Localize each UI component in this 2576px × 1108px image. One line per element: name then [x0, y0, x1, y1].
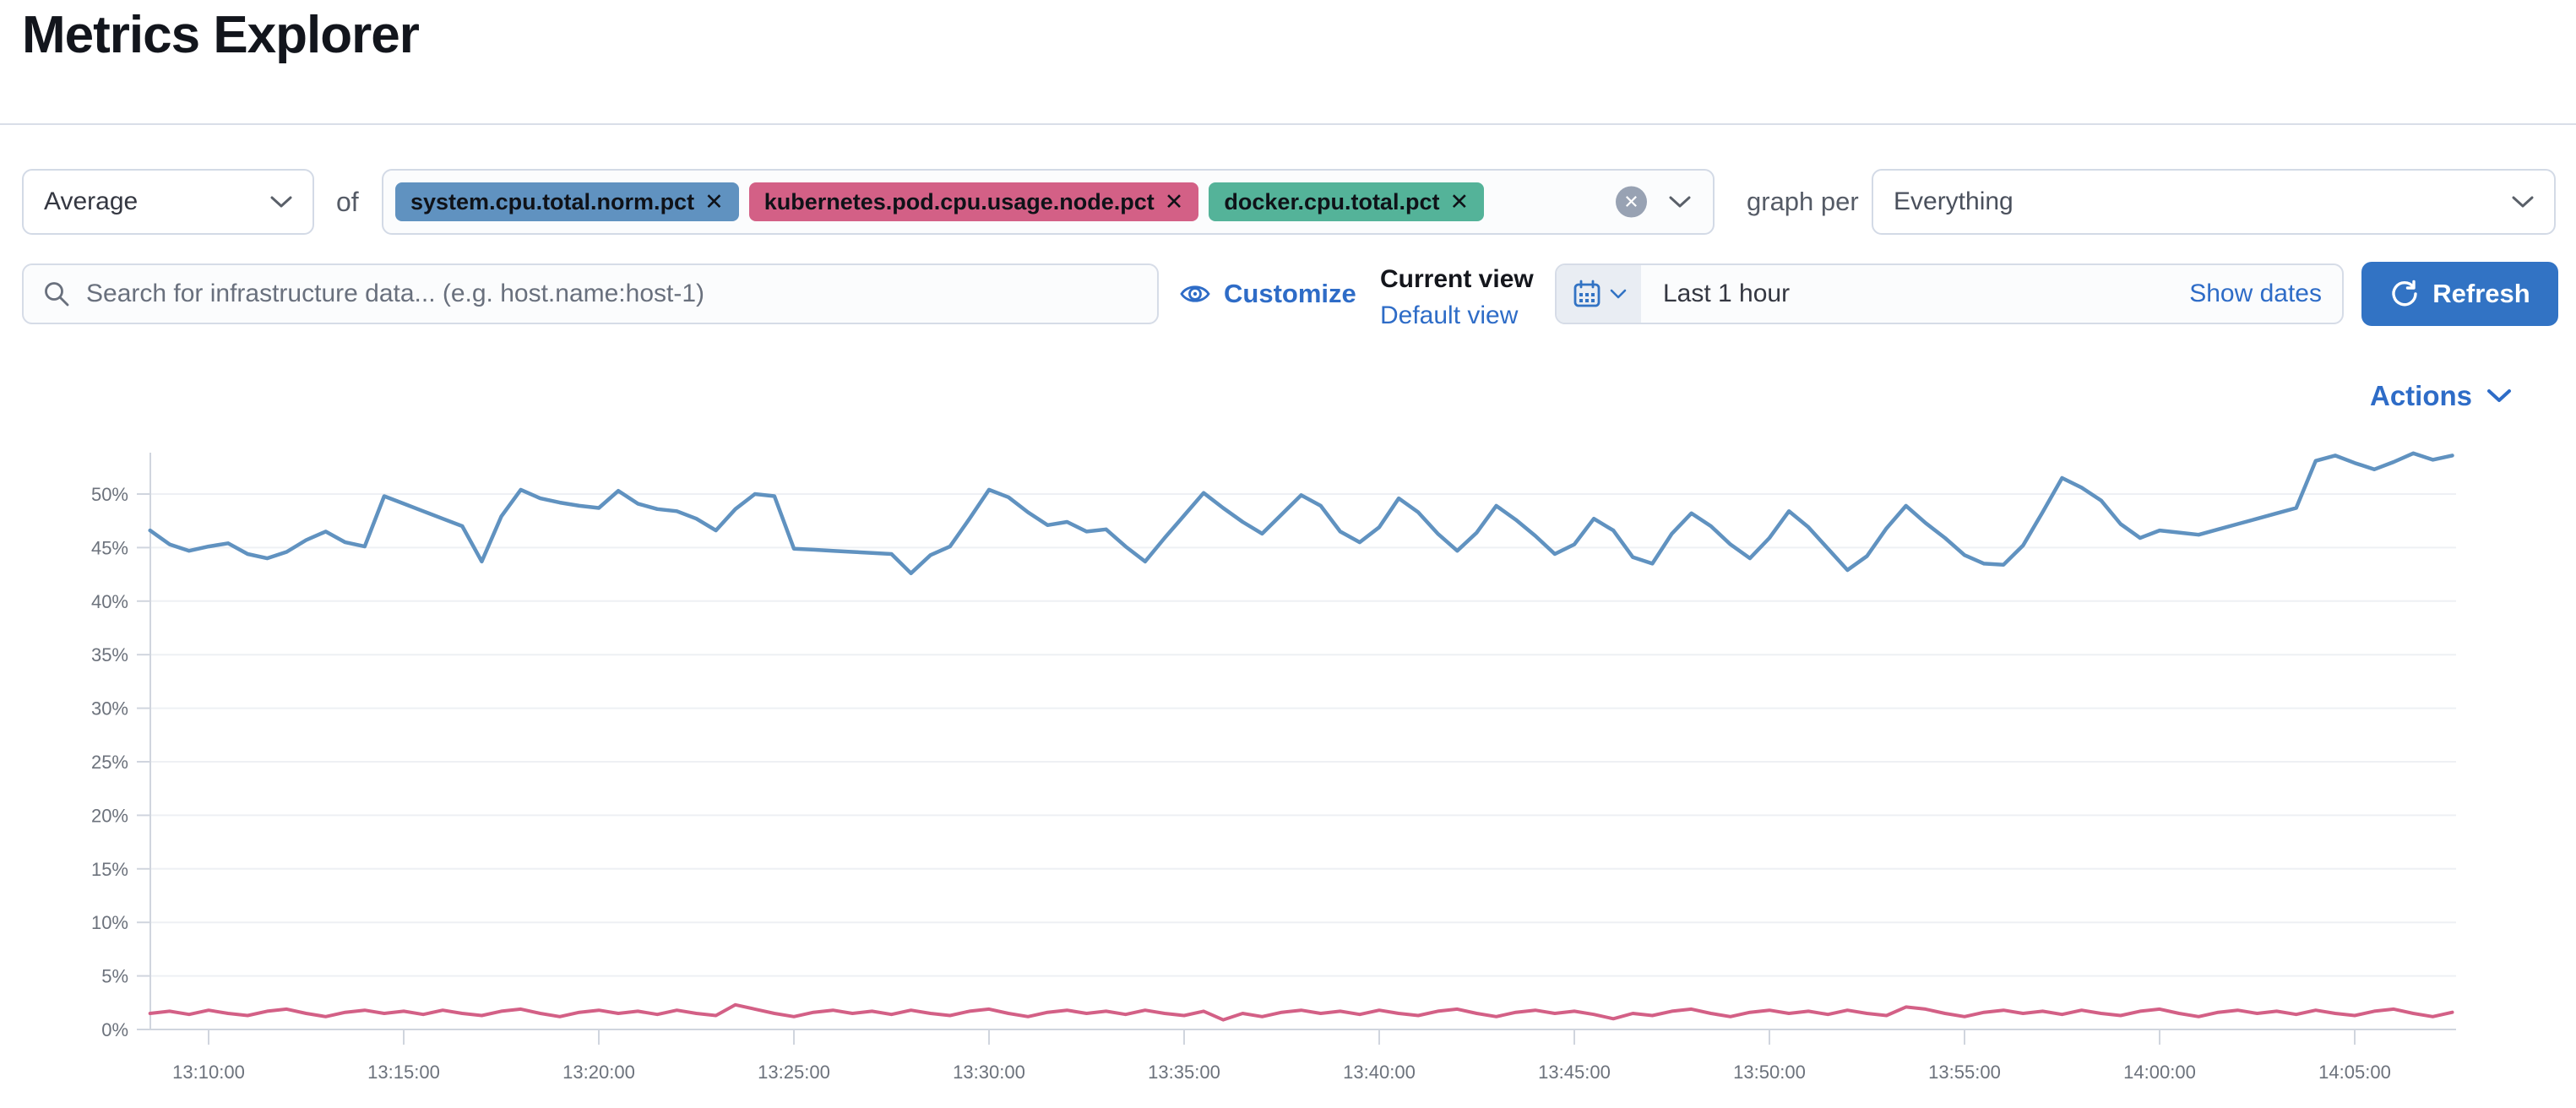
series-line-kubernetes.pod.cpu.usage.node.pct [148, 1002, 2454, 1022]
group-by-value: Everything [1894, 187, 2014, 215]
y-axis-label: 40% [91, 591, 128, 612]
y-axis-label: 25% [91, 752, 128, 773]
aggregation-value: Average [44, 187, 139, 215]
header-divider [0, 123, 2576, 125]
y-axis-label: 50% [91, 484, 128, 505]
x-axis-label: 13:45:00 [1538, 1062, 1611, 1083]
remove-metric-icon[interactable]: ✕ [1164, 188, 1184, 215]
x-axis-label: 13:50:00 [1733, 1062, 1806, 1083]
metric-pill[interactable]: docker.cpu.total.pct ✕ [1209, 182, 1485, 221]
search-input[interactable] [84, 279, 1139, 309]
current-view-label: Current view [1380, 265, 1534, 293]
time-picker-calendar-button[interactable] [1557, 265, 1641, 323]
y-axis-label: 20% [91, 805, 128, 826]
chevron-down-icon[interactable] [1669, 195, 1691, 209]
x-axis-label: 14:00:00 [2123, 1062, 2196, 1083]
metric-pill[interactable]: system.cpu.total.norm.pct ✕ [395, 182, 739, 221]
search-icon [45, 282, 69, 307]
clear-metrics-button[interactable]: ✕ [1616, 186, 1647, 218]
calendar-icon [1573, 280, 1600, 307]
remove-metric-icon[interactable]: ✕ [1449, 188, 1470, 215]
y-axis-label: 45% [91, 537, 128, 558]
metric-pill-list: system.cpu.total.norm.pct ✕ kubernetes.pod… [395, 182, 1485, 221]
y-axis-label: 35% [91, 644, 128, 665]
graph-per-label: graph per [1747, 187, 1859, 216]
customize-button[interactable]: Customize [1179, 263, 1356, 324]
view-picker: Current view Default view [1380, 265, 1534, 330]
metrics-chart[interactable]: 0% 5% 10% 15% 20% 25% 30% 35% 40% 45% 50% 13:10:00 1… [0, 439, 2576, 1108]
actions-label: Actions [2370, 380, 2473, 411]
eye-icon [1180, 285, 1210, 302]
y-axis-label: 30% [91, 698, 128, 720]
y-axis-label: 15% [91, 859, 128, 880]
chevron-down-icon [270, 196, 292, 208]
show-dates-link[interactable]: Show dates [2189, 280, 2322, 307]
y-axis-label: 10% [91, 912, 128, 933]
metric-pill-label: docker.cpu.total.pct [1224, 188, 1440, 215]
metric-pill-label: system.cpu.total.norm.pct [410, 188, 695, 215]
x-axis-label: 13:20:00 [562, 1062, 635, 1083]
metric-pill[interactable]: kubernetes.pod.cpu.usage.node.pct ✕ [748, 182, 1199, 221]
y-axis-label: 0% [101, 1019, 128, 1040]
aggregation-select[interactable]: Average [22, 169, 314, 235]
x-axis-label: 13:10:00 [172, 1062, 245, 1083]
x-axis-label: 13:40:00 [1343, 1062, 1416, 1083]
chevron-down-icon [1610, 289, 1626, 298]
refresh-button[interactable]: Refresh [2361, 262, 2558, 326]
x-axis-label: 13:15:00 [367, 1062, 440, 1083]
refresh-label: Refresh [2432, 279, 2530, 308]
customize-label: Customize [1224, 279, 1356, 308]
page-title: Metrics Explorer [22, 6, 420, 64]
remove-metric-icon[interactable]: ✕ [704, 188, 724, 215]
metric-pill-label: kubernetes.pod.cpu.usage.node.pct [764, 188, 1155, 215]
x-axis-label: 14:05:00 [2318, 1062, 2391, 1083]
chevron-down-icon [2487, 389, 2512, 402]
group-by-select[interactable]: Everything [1872, 169, 2556, 235]
chevron-down-icon [2512, 196, 2534, 208]
metrics-combobox[interactable]: system.cpu.total.norm.pct ✕ kubernetes.pod… [382, 169, 1715, 235]
refresh-icon [2392, 280, 2417, 307]
default-view-link[interactable]: Default view [1380, 301, 1519, 329]
series-line-system.cpu.total.norm.pct [148, 451, 2454, 576]
x-axis-label: 13:25:00 [758, 1062, 830, 1083]
x-axis-label: 13:35:00 [1148, 1062, 1220, 1083]
y-axis-label: 5% [101, 966, 128, 987]
time-range-value[interactable]: Last 1 hour [1641, 265, 2189, 323]
search-box[interactable] [22, 263, 1159, 324]
x-axis-label: 13:30:00 [953, 1062, 1025, 1083]
time-range-picker: Last 1 hour Show dates [1555, 263, 2344, 324]
x-axis-label: 13:55:00 [1928, 1062, 2001, 1083]
actions-menu-button[interactable]: Actions [2370, 380, 2512, 412]
of-label: of [336, 187, 359, 217]
